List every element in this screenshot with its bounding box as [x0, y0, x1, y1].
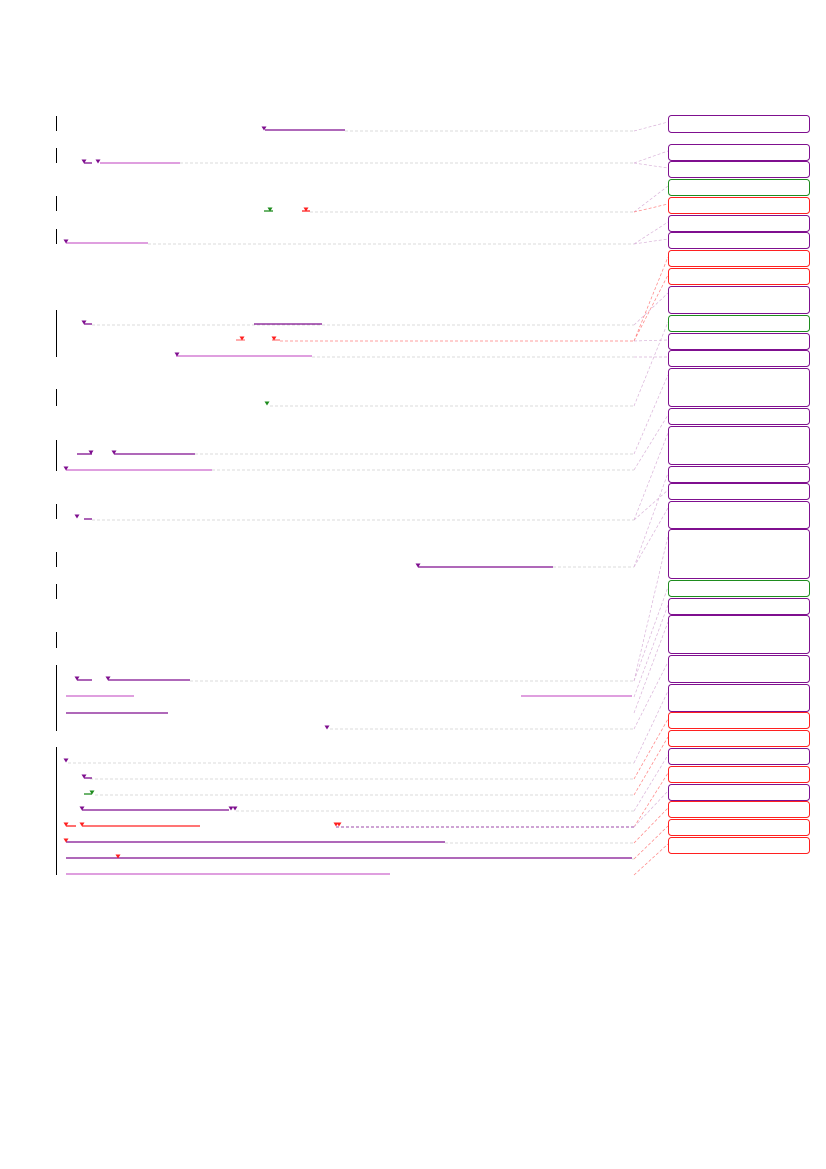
anchor-marker-icon: [63, 758, 69, 763]
comment-connector: [633, 162, 669, 169]
comment-connector: [633, 321, 669, 407]
margin-comment-box: [668, 598, 810, 615]
comment-connector: [633, 604, 669, 698]
margin-comment-box: [668, 115, 810, 133]
comment-connector: [633, 507, 669, 568]
anchor-marker-icon: [415, 563, 421, 568]
margin-comment-box: [668, 197, 810, 214]
anchor-marker-icon: [264, 401, 270, 406]
anchor-marker-icon: [105, 676, 111, 681]
comment-connector: [633, 825, 669, 860]
comment-connector: [633, 221, 669, 245]
comment-connector: [633, 374, 669, 455]
margin-comment-box: [668, 232, 810, 249]
margin-comment-box: [668, 801, 810, 818]
margin-comment-box: [668, 286, 810, 314]
comment-connector: [633, 790, 669, 828]
comment-connector: [633, 586, 669, 682]
comment-connector: [633, 238, 669, 245]
anchor-marker-icon: [111, 450, 117, 455]
margin-comment-box: [668, 315, 810, 332]
anchor-marker-icon: [74, 676, 80, 681]
margin-comment-box: [668, 837, 810, 854]
comment-connector: [633, 754, 669, 812]
comment-connector: [633, 718, 669, 780]
margin-comment-box: [668, 408, 810, 425]
margin-comment-box: [668, 483, 810, 500]
margin-comment-box: [668, 179, 810, 196]
anchor-marker-icon: [232, 806, 238, 811]
margin-comment-box: [668, 350, 810, 367]
comment-connector: [633, 489, 669, 521]
margin-comment-box: [668, 501, 810, 529]
anchor-marker-icon: [228, 806, 234, 811]
anchor-marker-icon: [271, 336, 277, 341]
comment-connector: [633, 661, 669, 730]
comment-connector: [633, 121, 669, 132]
anchor-marker-icon: [88, 450, 94, 455]
anchor-marker-icon: [115, 854, 121, 859]
margin-comment-box: [668, 215, 810, 232]
comment-connector: [633, 807, 669, 844]
anchor-marker-icon: [261, 126, 267, 131]
margin-comment-box: [668, 580, 810, 597]
margin-comment-box: [668, 426, 810, 465]
margin-comment-box: [668, 819, 810, 836]
margin-comment-box: [668, 368, 810, 407]
margin-comment-box: [668, 466, 810, 483]
comment-connector: [633, 690, 669, 764]
comment-connector: [633, 772, 669, 828]
comment-connector: [633, 203, 669, 213]
comment-connector: [633, 150, 669, 164]
anchor-marker-icon: [336, 822, 342, 827]
comment-connector: [633, 274, 669, 342]
anchor-marker-icon: [79, 806, 85, 811]
margin-comment-box: [668, 615, 810, 654]
margin-comment-box: [668, 529, 810, 579]
anchor-marker-icon: [81, 320, 87, 325]
comment-connector: [633, 843, 669, 876]
margin-comment-box: [668, 250, 810, 267]
comment-connector: [633, 472, 669, 568]
margin-comment-box: [668, 144, 810, 161]
anchor-marker-icon: [63, 838, 69, 843]
anchor-marker-icon: [63, 239, 69, 244]
margin-comment-box: [668, 655, 810, 683]
anchor-marker-icon: [63, 466, 69, 471]
comment-connector: [633, 292, 669, 326]
comment-connector: [633, 621, 669, 714]
comment-connector: [633, 736, 669, 796]
margin-comment-box: [668, 684, 810, 712]
anchor-marker-icon: [81, 774, 87, 779]
anchor-marker-icon: [81, 159, 87, 164]
margin-comment-box: [668, 784, 810, 801]
anchor-marker-icon: [74, 514, 80, 519]
comment-connector: [633, 339, 669, 342]
anchor-marker-icon: [63, 822, 69, 827]
anchor-marker-icon: [79, 822, 85, 827]
comment-connector: [633, 414, 669, 471]
comment-connector: [633, 185, 669, 213]
margin-comment-box: [668, 268, 810, 285]
margin-comment-box: [668, 333, 810, 350]
anchor-marker-icon: [95, 159, 101, 164]
margin-comment-box: [668, 161, 810, 178]
margin-comment-box: [668, 748, 810, 765]
anchor-marker-icon: [267, 207, 273, 212]
anchor-marker-icon: [324, 725, 330, 730]
anchor-marker-icon: [303, 207, 309, 212]
comment-connector: [633, 432, 669, 521]
anchor-marker-icon: [89, 790, 95, 795]
anchor-marker-icon: [239, 336, 245, 341]
anchor-marker-icon: [174, 352, 180, 357]
margin-comment-box: [668, 766, 810, 783]
margin-comment-box: [668, 730, 810, 747]
margin-comment-box: [668, 712, 810, 729]
comment-connector: [633, 256, 669, 342]
